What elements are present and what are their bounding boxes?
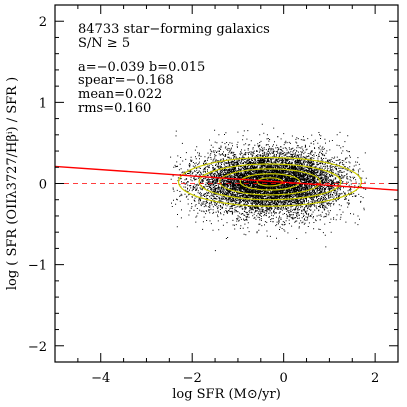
fit-line [54,165,399,191]
y-tick-label: −1 [28,259,47,274]
annotation-line: 84733 star−forming galaxics [78,22,270,37]
y-tick-label: 0 [39,178,47,193]
x-tick-label: −4 [91,371,110,386]
annotation-line: a=−0.039 b=0.015 [78,60,205,75]
y-tick-label: −2 [28,340,47,355]
density-contours [177,156,363,207]
annotation-line: rms=0.160 [78,101,151,116]
x-axis-label: log SFR (M⊙/yr) [172,387,281,402]
axis-ticks: −4 −2 0 2 −2 −1 0 1 2 [28,4,399,386]
contour-level-3 [219,168,321,196]
contour-level-4 [239,173,301,191]
annotation-line: S/N ≥ 5 [78,36,130,51]
point-cloud [170,123,367,252]
annotation-line: mean=0.022 [78,87,162,102]
contour-level-1 [177,156,363,207]
scatter-points [170,123,367,252]
x-tick-label: 0 [280,371,288,386]
y-axis-label: log ( SFR (OIIλ3727/Hβⁱ) / SFR ) [5,77,20,290]
x-tick-label: −2 [183,371,202,386]
annotation-line: spear=−0.168 [78,73,174,88]
x-tick-label: 2 [371,371,379,386]
contour-level-2 [198,163,342,201]
y-tick-label: 1 [39,96,47,111]
y-tick-label: 2 [39,15,47,30]
